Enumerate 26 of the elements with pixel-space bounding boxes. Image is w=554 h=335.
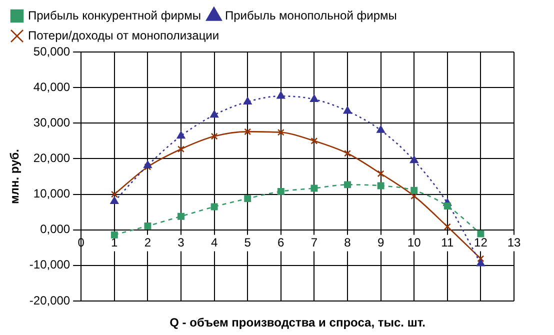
x-tick-label: 8: [344, 235, 352, 250]
x-tick-label: 7: [310, 235, 318, 250]
x-tick-label: 12: [474, 235, 488, 250]
y-tick-label: 20,000: [33, 151, 70, 166]
x-tick-label: 11: [441, 235, 454, 250]
legend-label: Прибыль конкурентной фирмы: [28, 8, 201, 22]
x-tick-label: 10: [407, 235, 422, 250]
x-tick-label: 1: [111, 235, 118, 250]
x-tick-label: 6: [278, 235, 285, 250]
x-axis-title: Q - объем производства и спроса, тыс. шт.: [170, 315, 426, 330]
y-tick-label: 0,000: [40, 222, 70, 236]
y-tick-label: 30,000: [33, 115, 70, 130]
legend-label: Потери/доходы от монополизации: [28, 28, 220, 42]
x-tick-label: 3: [178, 235, 185, 250]
y-tick-label: 50,000: [33, 44, 70, 58]
x-tick-label: 9: [377, 235, 384, 250]
y-axis-title: млн. руб.: [8, 148, 22, 204]
x-tick-label: 2: [144, 235, 152, 250]
x-tick-label: 13: [507, 235, 521, 250]
y-tick-label: -10,000: [29, 258, 70, 272]
x-tick-label: 4: [210, 235, 218, 250]
legend-label: Прибыль монопольной фирмы: [224, 8, 397, 22]
y-tick-label: 10,000: [33, 186, 70, 201]
y-tick-label: 40,000: [33, 80, 70, 94]
y-tick-label: -20,000: [29, 293, 70, 308]
x-tick-label: 5: [244, 235, 252, 250]
